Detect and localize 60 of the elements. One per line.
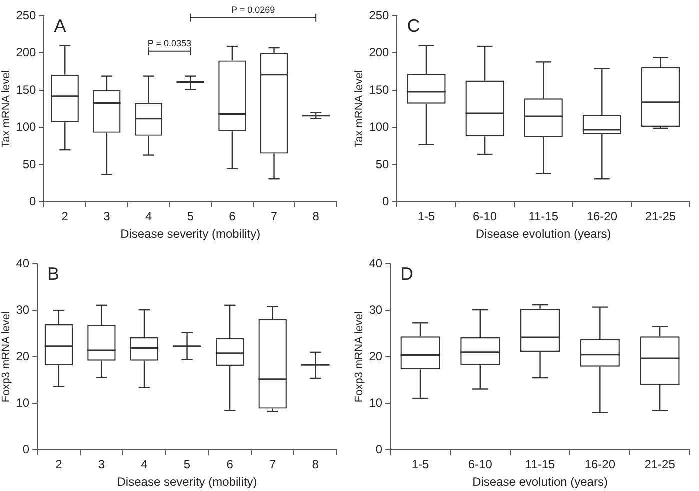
y-tick-label: 40 (369, 256, 383, 270)
x-tick-label: 1-5 (418, 210, 436, 224)
y-axis-title: Tax mRNA level (354, 70, 366, 148)
y-tick-label: 50 (376, 157, 390, 172)
y-tick-label: 30 (16, 302, 30, 317)
chart-title: B (48, 264, 60, 284)
chart-title: C (407, 16, 420, 36)
y-tick-label: 20 (369, 349, 383, 364)
x-tick-label: 11-15 (528, 210, 559, 224)
y-tick-label: 250 (369, 8, 390, 22)
x-tick-label: 16-20 (586, 210, 618, 224)
x-tick-label: 8 (312, 210, 320, 224)
x-axis-title: Disease severity (mobility) (117, 475, 258, 490)
x-tick-label: 7 (269, 458, 276, 472)
x-tick-label: 6-10 (468, 458, 493, 472)
y-tick-label: 10 (16, 396, 30, 410)
annotation: P = 0.0353 (148, 38, 192, 48)
y-tick-label: 150 (369, 82, 390, 97)
y-axis-title: Foxp3 mRNA level (354, 312, 366, 403)
y-tick-label: 0 (376, 442, 383, 457)
y-tick-label: 250 (16, 8, 37, 22)
x-tick-label: 3 (98, 458, 106, 472)
x-axis-title: Disease severity (mobility) (120, 227, 261, 242)
x-tick-label: 1-5 (412, 458, 430, 472)
y-tick-label: 0 (30, 194, 37, 209)
y-tick-label: 100 (369, 120, 390, 134)
x-tick-label: 3 (104, 210, 111, 224)
x-tick-label: 5 (184, 458, 191, 472)
x-tick-label: 6 (229, 210, 236, 224)
x-tick-label: 16-20 (584, 458, 616, 472)
x-tick-label: 6 (226, 458, 234, 472)
x-tick-label: 21-25 (644, 458, 676, 472)
x-tick-label: 7 (270, 210, 278, 224)
text: P = 0.0269 (232, 4, 276, 15)
chart-title: A (54, 16, 66, 36)
y-tick-label: 0 (382, 194, 390, 209)
x-tick-label: 4 (141, 458, 148, 472)
y-tick-label: 30 (369, 302, 383, 317)
y-tick-label: 10 (369, 396, 383, 410)
x-tick-label: 4 (145, 210, 152, 224)
y-axis-title: Tax mRNA level (0, 70, 13, 148)
x-tick-label: 2 (56, 458, 63, 472)
x-axis-title: Disease evolution (years) (476, 227, 612, 242)
x-tick-label: 21-25 (645, 210, 676, 224)
y-axis-title: Foxp3 mRNA level (0, 312, 13, 403)
y-tick-label: 200 (369, 46, 390, 60)
x-tick-label: 6-10 (473, 210, 498, 224)
x-axis-title: Disease evolution (years) (472, 475, 608, 490)
x-tick-label: 11-15 (525, 458, 556, 472)
x-tick-label: 8 (312, 458, 320, 472)
chart-title: D (400, 264, 414, 284)
y-tick-label: 100 (16, 120, 37, 134)
y-tick-label: 0 (22, 442, 30, 457)
y-tick-label: 40 (16, 256, 30, 270)
x-tick-label: 2 (62, 210, 69, 224)
x-tick-label: 5 (187, 210, 194, 224)
y-tick-label: 200 (16, 46, 37, 60)
y-tick-label: 150 (16, 82, 37, 97)
y-tick-label: 50 (22, 157, 37, 172)
y-tick-label: 20 (16, 349, 30, 364)
